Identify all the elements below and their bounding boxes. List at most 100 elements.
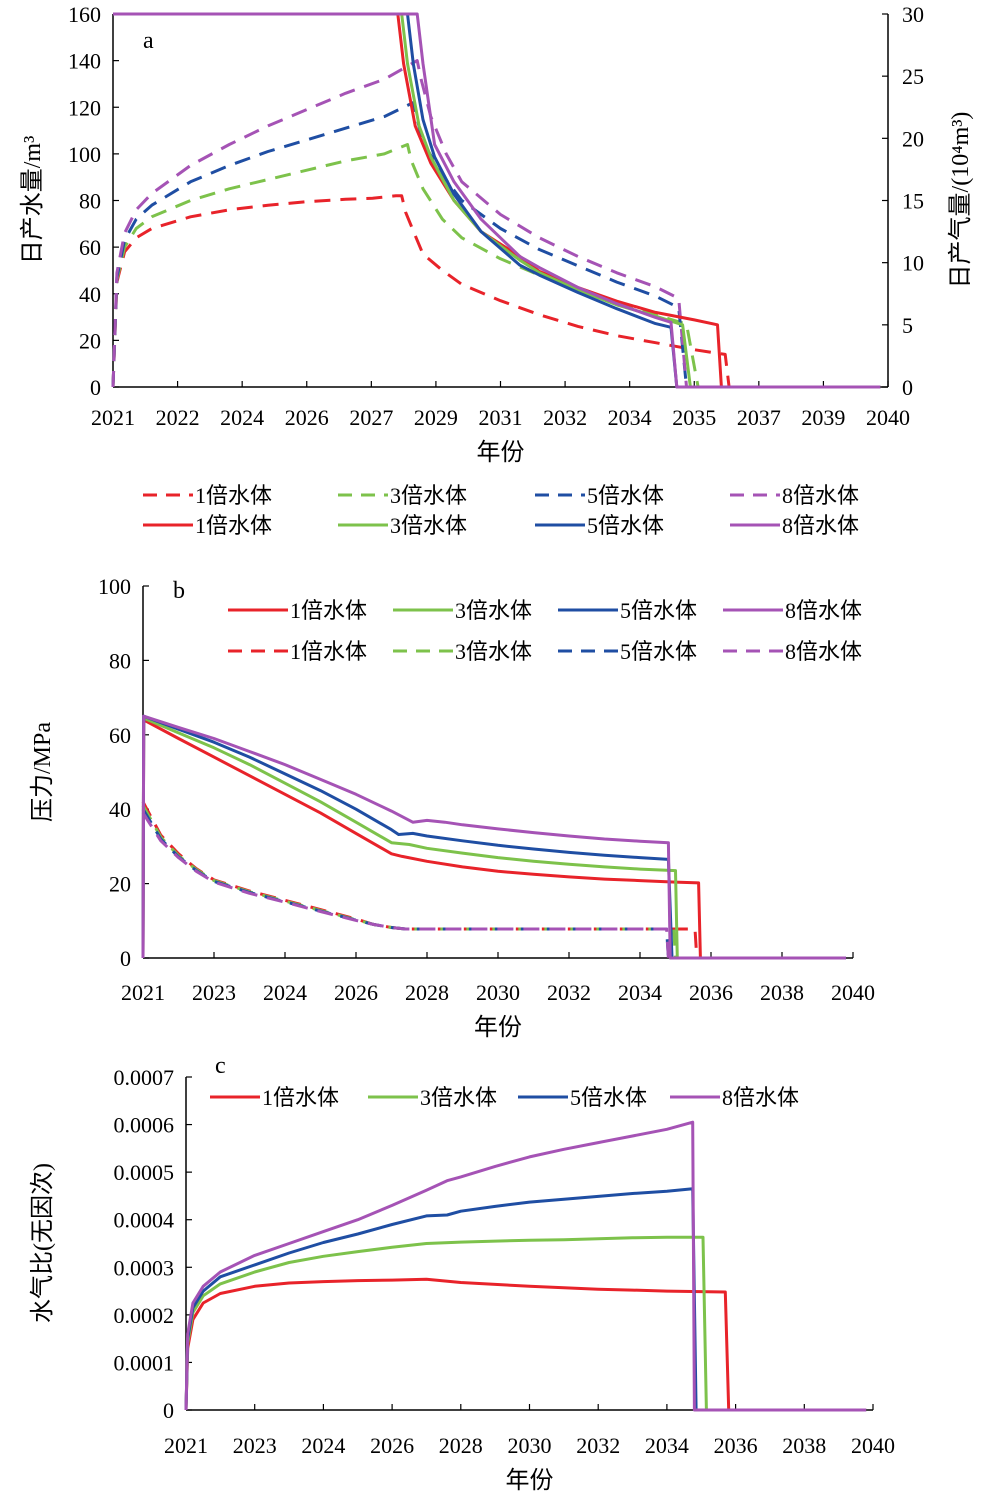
series-line-solid-3 [113,12,881,389]
x-tick-label: 2028 [439,1433,483,1458]
x-tick-label: 2026 [370,1433,414,1458]
panel-label: b [173,578,185,604]
x-tick-label: 2022 [156,405,200,430]
y2-tick-label: 0 [902,375,913,400]
y-tick-label: 0.0003 [114,1255,175,1280]
y-axis-title: 日产水量/m³ [19,136,46,265]
y-tick-label: 0.0001 [114,1350,175,1375]
y-tick-label: 40 [109,797,131,822]
y-tick-label: 0.0007 [114,1065,175,1090]
legend-label: 8倍水体 [722,1085,799,1110]
legend-label: 8倍水体 [785,598,862,623]
x-tick-label: 2030 [476,980,520,1005]
y-tick-label: 20 [109,872,131,897]
x-tick-label: 2039 [801,405,845,430]
x-tick-label: 2030 [508,1433,552,1458]
series-line-dashed-4 [111,59,881,389]
legend-label: 1倍水体 [290,598,367,623]
y-tick-label: 60 [109,723,131,748]
y-tick-label: 100 [68,142,101,167]
y-tick-label: 140 [68,49,101,74]
y-tick-label: 160 [68,2,101,27]
series-line-solid-1 [184,1277,867,1412]
series-line-solid-2 [184,1235,867,1412]
x-tick-label: 2024 [301,1433,345,1458]
legend-label: 1倍水体 [195,483,272,508]
panel-label: c [215,1053,226,1079]
y2-tick-label: 20 [902,126,924,151]
legend-label: 8倍水体 [785,639,862,664]
x-tick-label: 2040 [866,405,910,430]
legend-label: 5倍水体 [570,1085,647,1110]
x-tick-label: 2024 [220,405,264,430]
y-tick-label: 0.0005 [114,1160,175,1185]
legend-label: 1倍水体 [195,513,272,538]
legend-label: 5倍水体 [620,639,697,664]
legend-label: 3倍水体 [420,1085,497,1110]
x-tick-label: 2026 [334,980,378,1005]
x-tick-label: 2034 [645,1433,689,1458]
legend-label: 8倍水体 [782,483,859,508]
y2-axis-title: 日产气量/(10⁴m³) [947,112,974,289]
series-line-dashed-2 [111,143,881,389]
x-tick-label: 2035 [672,405,716,430]
x-tick-label: 2038 [760,980,804,1005]
y-tick-label: 0.0002 [114,1303,175,1328]
legend-label: 3倍水体 [390,483,467,508]
legend: 1倍水体 3倍水体 5倍水体 8倍水体 1倍水体 3倍水体 5倍水体 8倍水体 [143,483,859,538]
y-axis-title: 压力/MPa [29,722,56,822]
x-tick-label: 2032 [543,405,587,430]
x-tick-label: 2036 [689,980,733,1005]
y-tick-label: 0 [163,1398,174,1423]
y-tick-label: 40 [79,282,101,307]
x-tick-label: 2023 [233,1433,277,1458]
x-tick-label: 2036 [714,1433,758,1458]
x-tick-label: 2028 [405,980,449,1005]
x-tick-label: 2026 [285,405,329,430]
series-line-dashed-1 [141,801,846,960]
legend-label: 5倍水体 [587,513,664,538]
y-tick-label: 60 [79,235,101,260]
x-tick-label: 2021 [121,980,165,1005]
series-line-solid-2 [141,716,846,960]
legend-label: 3倍水体 [455,598,532,623]
panel-label: a [143,28,154,54]
series-line-dashed-4 [141,812,846,960]
y-tick-label: 120 [68,95,101,120]
x-tick-label: 2040 [831,980,875,1005]
y-tick-label: 100 [98,574,131,599]
y-tick-label: 0 [120,946,131,971]
y-axis-title: 水气比(无因次) [29,1163,56,1323]
y2-tick-label: 5 [902,313,913,338]
x-axis-title: 年份 [474,1014,522,1041]
legend-label: 3倍水体 [455,639,532,664]
series-line-solid-3 [141,714,846,960]
x-tick-label: 2023 [192,980,236,1005]
legend-label: 5倍水体 [587,483,664,508]
x-tick-label: 2024 [263,980,307,1005]
legend-label: 3倍水体 [390,513,467,538]
x-tick-label: 2040 [851,1433,895,1458]
x-tick-label: 2034 [608,405,652,430]
y2-tick-label: 10 [902,251,924,276]
x-tick-label: 2037 [737,405,781,430]
x-tick-label: 2021 [164,1433,208,1458]
chart-panel-c: 0 0.0001 0.0002 0.0003 0.0004 0.0005 0.0006 0.0… [29,1053,895,1494]
x-axis-title: 年份 [477,439,525,466]
series-line-solid-4 [141,714,846,960]
legend: 1倍水体 3倍水体 5倍水体 8倍水体 [210,1085,799,1110]
legend-label: 1倍水体 [262,1085,339,1110]
y-tick-label: 0.0006 [114,1113,175,1138]
x-tick-label: 2032 [547,980,591,1005]
series-line-solid-1 [141,718,846,960]
y-tick-label: 80 [79,189,101,214]
y2-tick-label: 15 [902,189,924,214]
x-tick-label: 2029 [414,405,458,430]
x-axis-title: 年份 [506,1467,554,1494]
legend-label: 8倍水体 [782,513,859,538]
series-line-solid-3 [184,1187,867,1412]
series-line-solid-4 [113,12,881,389]
